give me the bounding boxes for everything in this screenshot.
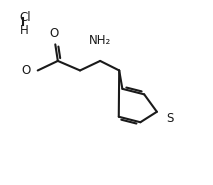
Text: NH₂: NH₂ [89, 34, 111, 47]
Text: Cl: Cl [20, 11, 31, 24]
Text: S: S [166, 112, 173, 125]
Text: H: H [20, 23, 29, 37]
Text: O: O [49, 27, 58, 40]
Text: O: O [22, 64, 31, 77]
